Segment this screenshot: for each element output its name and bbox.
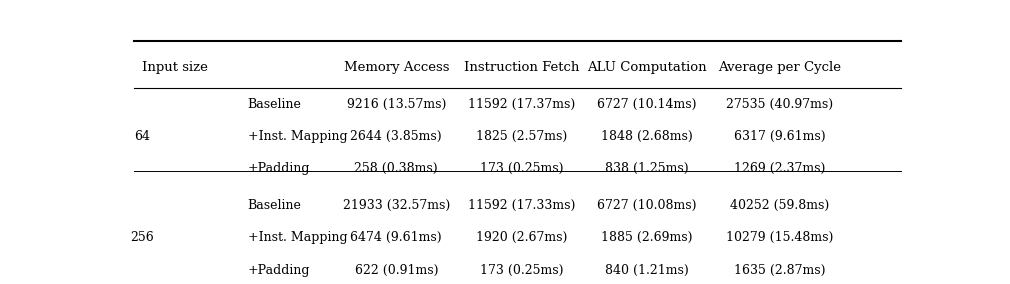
Text: +Padding: +Padding — [247, 162, 310, 175]
Text: 173 (0.25ms): 173 (0.25ms) — [480, 162, 564, 175]
Text: 10279 (15.48ms): 10279 (15.48ms) — [726, 231, 833, 245]
Text: 40252 (59.8ms): 40252 (59.8ms) — [730, 199, 829, 212]
Text: 27535 (40.97ms): 27535 (40.97ms) — [726, 98, 833, 110]
Text: 258 (0.38ms): 258 (0.38ms) — [355, 162, 438, 175]
Text: 256: 256 — [130, 231, 154, 245]
Text: +Padding: +Padding — [247, 264, 310, 277]
Text: 21933 (32.57ms): 21933 (32.57ms) — [342, 199, 449, 212]
Text: 1885 (2.69ms): 1885 (2.69ms) — [601, 231, 693, 245]
Text: 173 (0.25ms): 173 (0.25ms) — [480, 264, 564, 277]
Text: 6727 (10.08ms): 6727 (10.08ms) — [597, 199, 697, 212]
Text: +Inst. Mapping: +Inst. Mapping — [247, 130, 347, 143]
Text: ALU Computation: ALU Computation — [587, 61, 707, 74]
Text: 6317 (9.61ms): 6317 (9.61ms) — [734, 130, 825, 143]
Text: 622 (0.91ms): 622 (0.91ms) — [355, 264, 438, 277]
Text: 838 (1.25ms): 838 (1.25ms) — [605, 162, 689, 175]
Text: 9216 (13.57ms): 9216 (13.57ms) — [346, 98, 446, 110]
Text: Instruction Fetch: Instruction Fetch — [464, 61, 579, 74]
Text: 11592 (17.37ms): 11592 (17.37ms) — [468, 98, 575, 110]
Text: Memory Access: Memory Access — [343, 61, 449, 74]
Text: 840 (1.21ms): 840 (1.21ms) — [605, 264, 689, 277]
Text: 1635 (2.87ms): 1635 (2.87ms) — [734, 264, 825, 277]
Text: Input size: Input size — [141, 61, 208, 74]
Text: 1920 (2.67ms): 1920 (2.67ms) — [476, 231, 568, 245]
Text: Baseline: Baseline — [247, 98, 301, 110]
Text: 2644 (3.85ms): 2644 (3.85ms) — [350, 130, 442, 143]
Text: 6474 (9.61ms): 6474 (9.61ms) — [350, 231, 442, 245]
Text: +Inst. Mapping: +Inst. Mapping — [247, 231, 347, 245]
Text: 64: 64 — [134, 130, 149, 143]
Text: Baseline: Baseline — [247, 199, 301, 212]
Text: 1825 (2.57ms): 1825 (2.57ms) — [476, 130, 568, 143]
Text: 1848 (2.68ms): 1848 (2.68ms) — [601, 130, 693, 143]
Text: 6727 (10.14ms): 6727 (10.14ms) — [597, 98, 697, 110]
Text: Average per Cycle: Average per Cycle — [718, 61, 841, 74]
Text: 1269 (2.37ms): 1269 (2.37ms) — [734, 162, 825, 175]
Text: 11592 (17.33ms): 11592 (17.33ms) — [468, 199, 576, 212]
